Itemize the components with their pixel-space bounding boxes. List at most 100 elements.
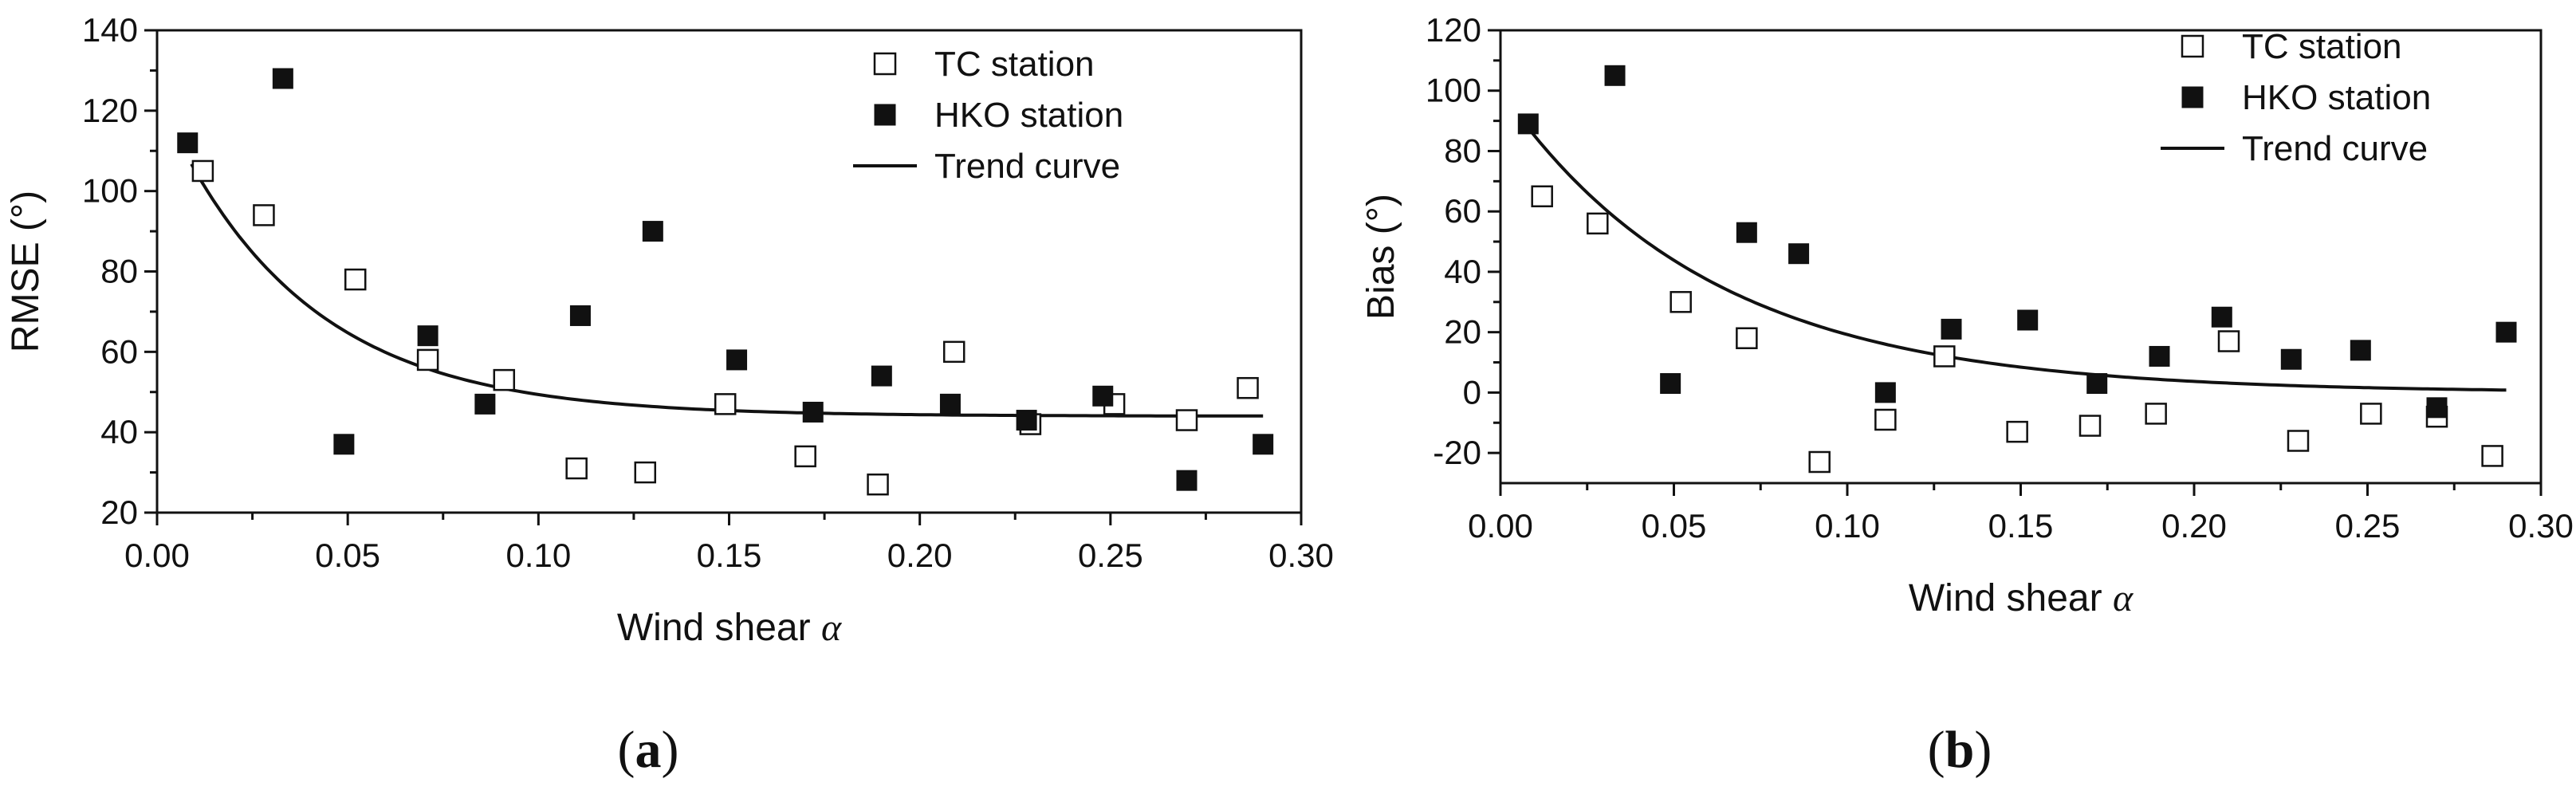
x-tick-label: 0.25 <box>2335 507 2401 545</box>
x-tick-label: 0.00 <box>1468 507 1533 545</box>
tc-station-point <box>1933 345 1956 368</box>
x-tick-label: 0.10 <box>505 537 571 574</box>
panel-label-b: (b) <box>1928 721 1992 779</box>
hko-station-point <box>2426 397 2448 419</box>
hko-station-point <box>1788 243 1810 265</box>
x-tick-label: 0.05 <box>315 537 380 574</box>
hko-station-point <box>642 221 663 242</box>
tc-station-point <box>2481 445 2503 467</box>
hko-station-point <box>2495 321 2517 343</box>
tc-station-point <box>634 461 657 484</box>
tc-station-point <box>1587 212 1609 235</box>
tc-station-point <box>794 445 816 468</box>
y-tick-label: 80 <box>100 253 138 290</box>
legend-entry-label: HKO station <box>934 96 1123 135</box>
hko-station-point <box>1874 382 1896 403</box>
y-tick-label: 0 <box>1463 373 1481 411</box>
tc-station-point <box>565 457 588 480</box>
y-tick-label: 20 <box>100 493 138 531</box>
y-tick-label: 40 <box>1444 253 1481 290</box>
x-axis-symbol: α <box>821 607 842 649</box>
tc-station-point <box>942 340 966 364</box>
x-axis-label: Wind shear α <box>617 607 842 649</box>
y-tick-label: 60 <box>100 332 138 370</box>
tc-station-point <box>2145 403 2167 425</box>
legend-entry-label: TC station <box>934 45 1095 84</box>
tc-station-point <box>344 268 367 291</box>
tc-station-point <box>2217 330 2240 352</box>
tc-station-point <box>1808 450 1831 474</box>
legend-entry-label: HKO station <box>2242 78 2431 117</box>
legend-open-square-icon <box>2181 34 2204 58</box>
x-tick-label: 0.05 <box>1642 507 1707 545</box>
hko-station-point <box>474 393 496 415</box>
hko-station-point <box>2086 373 2108 395</box>
hko-station-point <box>333 434 355 455</box>
tc-station-point <box>253 204 275 226</box>
x-tick-label: 0.30 <box>1268 537 1334 574</box>
hko-station-point <box>1660 373 1681 395</box>
legend-entry-label: Trend curve <box>934 147 1120 186</box>
tc-station-point <box>2360 403 2382 425</box>
hko-station-point <box>417 325 439 347</box>
y-tick-label: 120 <box>1426 11 1481 49</box>
hko-station-point <box>1941 318 1962 340</box>
tc-station-point <box>1237 376 1259 399</box>
legend: TC station HKO station Trend curve <box>853 45 1123 186</box>
y-tick-label: 20 <box>1444 313 1481 351</box>
tc-station-point <box>191 159 214 183</box>
y-tick-label: 140 <box>82 11 138 49</box>
x-tick-label: 0.30 <box>2508 507 2574 545</box>
tc-station-point <box>714 393 737 415</box>
tc-station-point <box>1175 409 1198 431</box>
legend-open-square-icon <box>873 52 897 76</box>
x-axis-label: Wind shear α <box>1909 577 2134 619</box>
hko-station-point <box>569 305 591 326</box>
x-tick-label: 0.15 <box>697 537 762 574</box>
x-tick-label: 0.00 <box>124 537 190 574</box>
legend-filled-square-icon <box>2181 86 2204 108</box>
hko-station-point <box>2017 309 2039 331</box>
y-tick-label: 40 <box>100 413 138 450</box>
chart-rmse: 0.00 0.05 0.10 0.15 0.20 0.25 0.30 20 40 60 80 100 1… <box>5 11 1334 649</box>
hko-station-point <box>2280 348 2302 370</box>
x-axis-symbol: α <box>2113 577 2134 619</box>
legend-entry-label: TC station <box>2242 27 2402 66</box>
tc-station-point <box>1669 291 1692 313</box>
tc-station-point <box>1874 408 1897 431</box>
hko-station-point <box>1736 222 1757 243</box>
legend: TC station HKO station Trend curve <box>2161 27 2431 168</box>
tc-station-point <box>1531 185 1553 208</box>
y-tick-label: 80 <box>1444 132 1481 169</box>
hko-station-point <box>726 349 748 371</box>
trend-curve <box>1523 122 2507 392</box>
y-tick-label: 100 <box>1426 72 1481 109</box>
y-tick-label: 100 <box>82 172 138 210</box>
tc-station-point <box>493 368 516 391</box>
hko-station-point <box>2211 306 2232 328</box>
x-axis-label-text: Wind shear <box>1909 577 2113 619</box>
y-tick-label: 60 <box>1444 192 1481 230</box>
legend-entry-label: Trend curve <box>2242 129 2428 168</box>
hko-station-point <box>2350 340 2371 361</box>
legend-filled-square-icon <box>874 104 896 126</box>
panel-label-a: (a) <box>618 721 679 779</box>
hko-station-point <box>177 132 199 154</box>
hko-station-point <box>1604 65 1626 86</box>
x-tick-label: 0.20 <box>887 537 953 574</box>
y-axis-label: Bias (°) <box>1360 194 1402 320</box>
tc-station-point <box>2287 430 2310 452</box>
hko-station-point <box>1092 385 1114 407</box>
tc-station-point <box>2078 415 2102 437</box>
chart-bias: 0.00 0.05 0.10 0.15 0.20 0.25 0.30 -20 0 20 40 60 80… <box>1360 11 2574 619</box>
hko-station-point <box>871 365 892 387</box>
y-tick-label: -20 <box>1433 434 1481 471</box>
hko-station-point <box>1176 470 1198 491</box>
hko-station-point <box>1253 434 1274 455</box>
hko-station-point <box>272 68 293 89</box>
x-tick-label: 0.25 <box>1078 537 1143 574</box>
x-tick-label: 0.15 <box>1988 507 2054 545</box>
hko-station-point <box>2149 345 2170 367</box>
x-axis-label-text: Wind shear <box>617 607 821 649</box>
